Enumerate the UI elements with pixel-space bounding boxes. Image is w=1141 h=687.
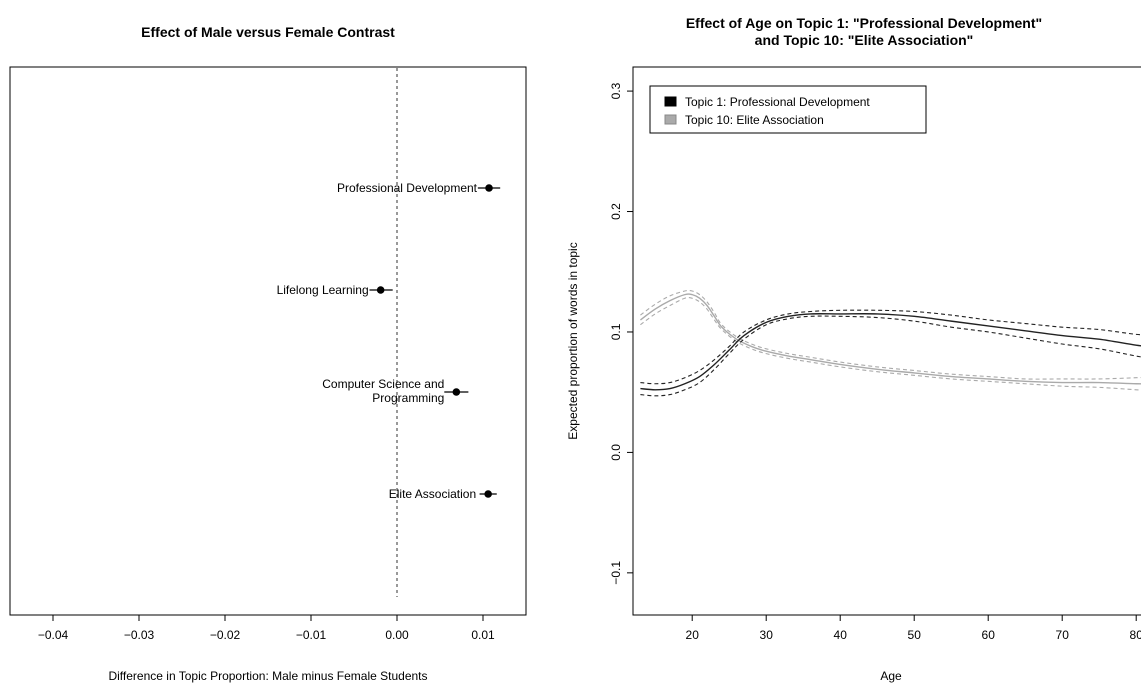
series-topic-10-lower-bound [640, 297, 1141, 391]
left-x-tick-label: −0.03 [124, 628, 155, 642]
left-x-axis-label: Difference in Topic Proportion: Male min… [108, 669, 427, 683]
legend-label-topic-10: Topic 10: Elite Association [685, 113, 824, 127]
right-legend: Topic 1: Professional Development Topic … [649, 85, 927, 134]
legend-box [649, 85, 927, 134]
right-x-tick-label: 30 [760, 628, 774, 642]
point-estimate [485, 184, 493, 192]
right-chart-title: Effect of Age on Topic 1: "Professional … [686, 15, 1042, 48]
right-y-axis-label: Expected proportion of words in topic [566, 242, 580, 439]
right-x-tick-label: 50 [908, 628, 922, 642]
right-chart-title-line: Effect of Age on Topic 1: "Professional … [686, 15, 1042, 31]
left-x-tick-label: −0.02 [210, 628, 241, 642]
right-x-tick-label: 80 [1130, 628, 1141, 642]
right-x-tick-label: 20 [686, 628, 700, 642]
left-x-tick-label: −0.04 [38, 628, 69, 642]
right-y-tick-label: −0.1 [609, 561, 623, 585]
right-x-axis-label: Age [880, 669, 902, 683]
point-label-line: Computer Science and [322, 377, 444, 391]
legend-swatch-topic-1 [664, 96, 677, 107]
series-topic-1-line [640, 313, 1141, 391]
left-chart-panel: Effect of Male versus Female Contrast −0… [9, 24, 527, 683]
left-chart-title: Effect of Male versus Female Contrast [141, 24, 395, 40]
point-estimate [452, 388, 461, 396]
legend-label-topic-1: Topic 1: Professional Development [685, 95, 870, 109]
left-plot-marks: Professional Development Lifelong Learnin… [277, 68, 501, 597]
right-chart-panel: Effect of Age on Topic 1: "Professional … [566, 15, 1141, 683]
left-x-tick-label: 0.01 [471, 628, 495, 642]
point-label: Elite Association [389, 487, 476, 501]
point-label: Computer Science and Programming [322, 377, 444, 405]
right-x-tick-label: 40 [834, 628, 848, 642]
right-y-axis: −0.1 0.0 0.1 0.2 0.3 [609, 82, 633, 585]
point-estimate [484, 490, 492, 498]
right-y-tick-label: 0.2 [609, 203, 623, 220]
legend-swatch-topic-10 [664, 114, 677, 125]
point-label: Lifelong Learning [277, 283, 369, 297]
right-x-axis: 20 30 40 50 60 70 80 [686, 615, 1141, 642]
series-topic-1-lower-bound [640, 315, 1141, 397]
left-plot-frame [9, 66, 527, 616]
series-topic-10-upper-bound [640, 289, 1141, 380]
right-x-tick-label: 60 [982, 628, 996, 642]
point-label-line: Programming [372, 391, 444, 405]
point-estimate [376, 286, 385, 294]
right-y-tick-label: 0.1 [609, 323, 623, 340]
right-plot-lines [639, 289, 1141, 397]
series-topic-1-upper-bound [640, 309, 1141, 385]
point-label: Professional Development [337, 181, 478, 195]
left-x-tick-label: −0.01 [296, 628, 327, 642]
right-y-tick-label: 0.3 [609, 82, 623, 99]
right-plot-frame [632, 66, 1141, 616]
left-x-tick-label: 0.00 [385, 628, 409, 642]
right-y-tick-label: 0.0 [609, 444, 623, 461]
right-chart-title-line: and Topic 10: "Elite Association" [755, 32, 974, 48]
series-topic-10-line [639, 293, 1141, 385]
right-x-tick-label: 70 [1056, 628, 1070, 642]
left-x-axis: −0.04 −0.03 −0.02 −0.01 0.00 0.01 [38, 615, 495, 642]
